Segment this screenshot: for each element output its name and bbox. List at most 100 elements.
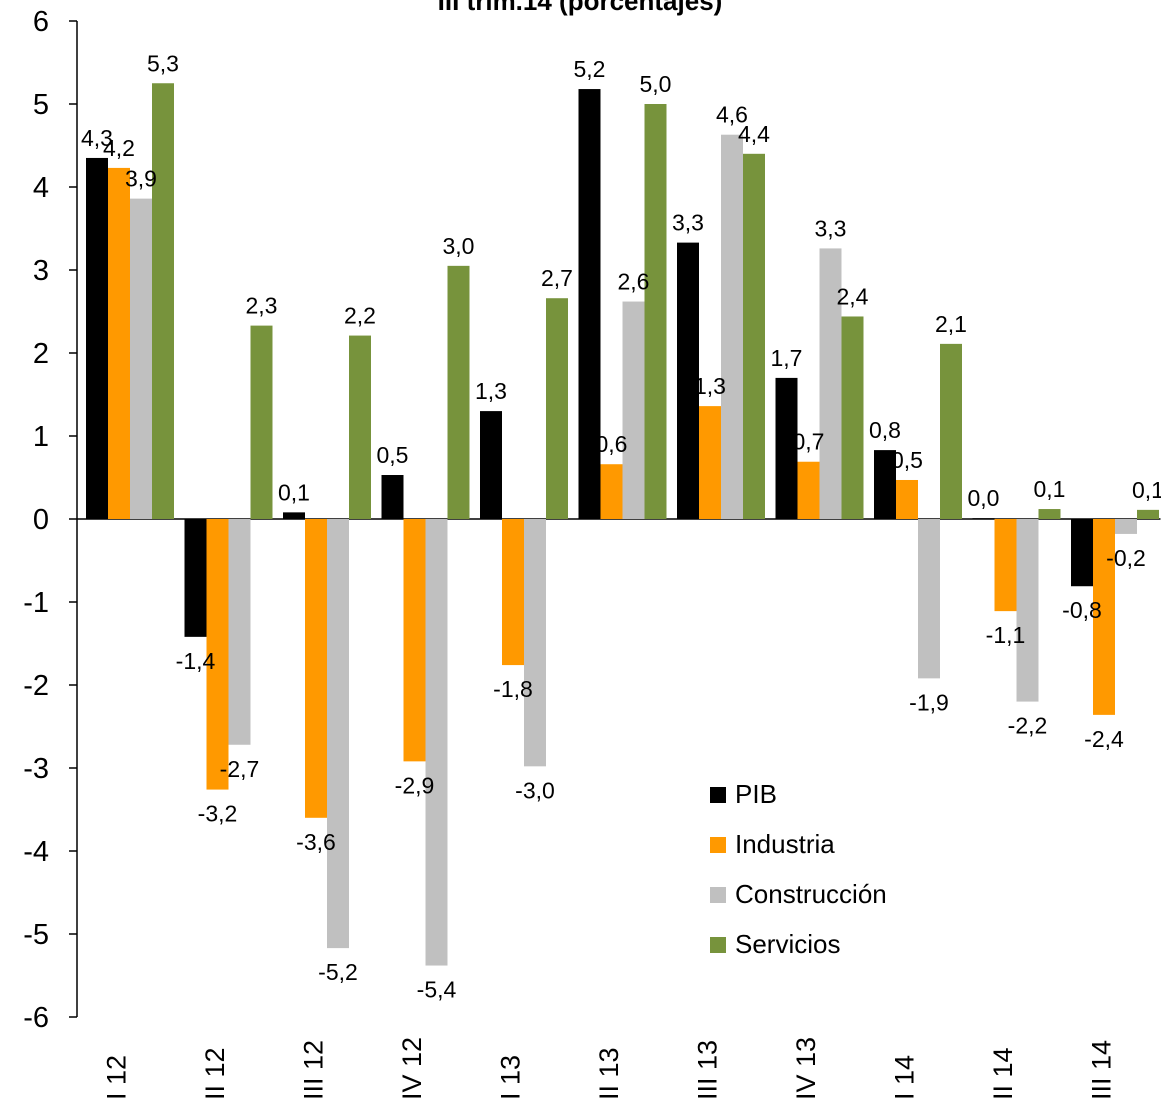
category-label: IV 13 (791, 1037, 821, 1100)
data-label: 5,3 (147, 50, 179, 76)
bar (1038, 509, 1061, 519)
legend-label: Construcción (735, 879, 887, 909)
data-label: -2,7 (220, 756, 260, 782)
category-label: IV 12 (397, 1037, 427, 1100)
category-label: I 13 (495, 1055, 525, 1100)
data-label: 0,5 (377, 442, 409, 468)
bar (699, 406, 721, 519)
data-label: 5,0 (640, 71, 672, 97)
data-label: 2,6 (618, 269, 650, 295)
data-label: -0,8 (1062, 597, 1102, 623)
bar (425, 519, 448, 966)
legend-label: Industria (735, 829, 835, 859)
data-label: 2,2 (344, 303, 376, 329)
data-label: -1,4 (176, 648, 216, 674)
y-tick-label: 0 (33, 504, 49, 536)
y-tick-label: 3 (33, 255, 49, 287)
y-tick-label: -2 (23, 670, 49, 702)
bar (152, 83, 174, 519)
y-tick-label: 6 (33, 6, 49, 38)
data-label: 5,2 (574, 56, 606, 82)
bar (381, 475, 404, 519)
data-label: 2,4 (837, 283, 869, 309)
bar (228, 519, 251, 745)
chart-title: III trim.14 (porcentajes) (438, 0, 723, 16)
bar (841, 316, 864, 519)
data-label: 1,3 (694, 373, 726, 399)
bar (403, 519, 426, 762)
data-label: -2,2 (1008, 713, 1048, 739)
category-label: III 13 (692, 1040, 722, 1100)
bar (874, 450, 896, 519)
bar (86, 157, 108, 519)
bar (721, 134, 743, 519)
data-label: 2,3 (246, 293, 278, 319)
data-label: 0,1 (1034, 476, 1066, 502)
y-tick-label: -4 (23, 836, 49, 868)
legend-swatch (710, 837, 726, 853)
bar (130, 198, 152, 519)
bar (327, 519, 349, 949)
y-tick-label: 2 (33, 338, 49, 370)
data-label: 1,3 (475, 378, 507, 404)
category-label: I 14 (889, 1055, 919, 1100)
bar (206, 519, 229, 790)
bar (1071, 519, 1093, 587)
data-label: 0,1 (1132, 477, 1161, 503)
bar (972, 518, 995, 519)
category-label: III 14 (1086, 1040, 1116, 1100)
data-label: -0,2 (1106, 545, 1146, 571)
bar (644, 104, 667, 519)
bar (184, 519, 207, 637)
category-label: III 12 (298, 1040, 328, 1100)
data-label: 4,2 (103, 135, 135, 161)
y-tick-label: -3 (23, 753, 49, 785)
category-label: I 12 (101, 1055, 131, 1100)
bar (502, 519, 524, 666)
data-label: 2,1 (935, 311, 967, 337)
data-label: 0,7 (793, 429, 825, 455)
y-tick-label: -1 (23, 587, 49, 619)
category-label: II 13 (594, 1047, 624, 1100)
bar (578, 89, 601, 519)
category-label: II 14 (988, 1047, 1018, 1100)
data-label: -3,2 (198, 801, 238, 827)
bar (940, 343, 962, 519)
legend-swatch (710, 787, 726, 803)
data-label: 0,0 (968, 485, 1000, 511)
bar (819, 248, 842, 520)
data-label: -2,4 (1084, 726, 1124, 752)
y-tick-label: 5 (33, 89, 49, 121)
legend-swatch (710, 937, 726, 953)
y-tick-label: 1 (33, 421, 49, 453)
bar (775, 377, 798, 519)
bar (994, 519, 1017, 612)
bar (1016, 519, 1039, 702)
bar (305, 519, 327, 818)
legend-label: PIB (735, 779, 777, 809)
y-tick-label: 4 (33, 172, 49, 204)
data-label: 4,6 (716, 102, 748, 128)
bar (622, 301, 645, 519)
data-label: -5,4 (417, 977, 457, 1003)
data-label: 4,4 (738, 121, 770, 147)
data-label: -2,9 (395, 772, 435, 798)
bar (349, 335, 371, 519)
bar (600, 464, 623, 519)
bar (250, 325, 273, 519)
bar (480, 411, 502, 519)
data-label: -3,0 (515, 777, 555, 803)
bar (546, 298, 568, 519)
data-label: -3,6 (296, 829, 336, 855)
bar (1137, 509, 1159, 519)
data-label: 4,3 (81, 125, 113, 151)
y-tick-label: -6 (23, 1002, 49, 1034)
bar (677, 242, 699, 520)
data-label: 2,7 (541, 265, 573, 291)
data-label: 0,6 (596, 431, 628, 457)
data-label: 0,5 (891, 447, 923, 473)
data-label: 3,0 (443, 233, 475, 259)
legend-swatch (710, 887, 726, 903)
data-label: -5,2 (318, 959, 358, 985)
